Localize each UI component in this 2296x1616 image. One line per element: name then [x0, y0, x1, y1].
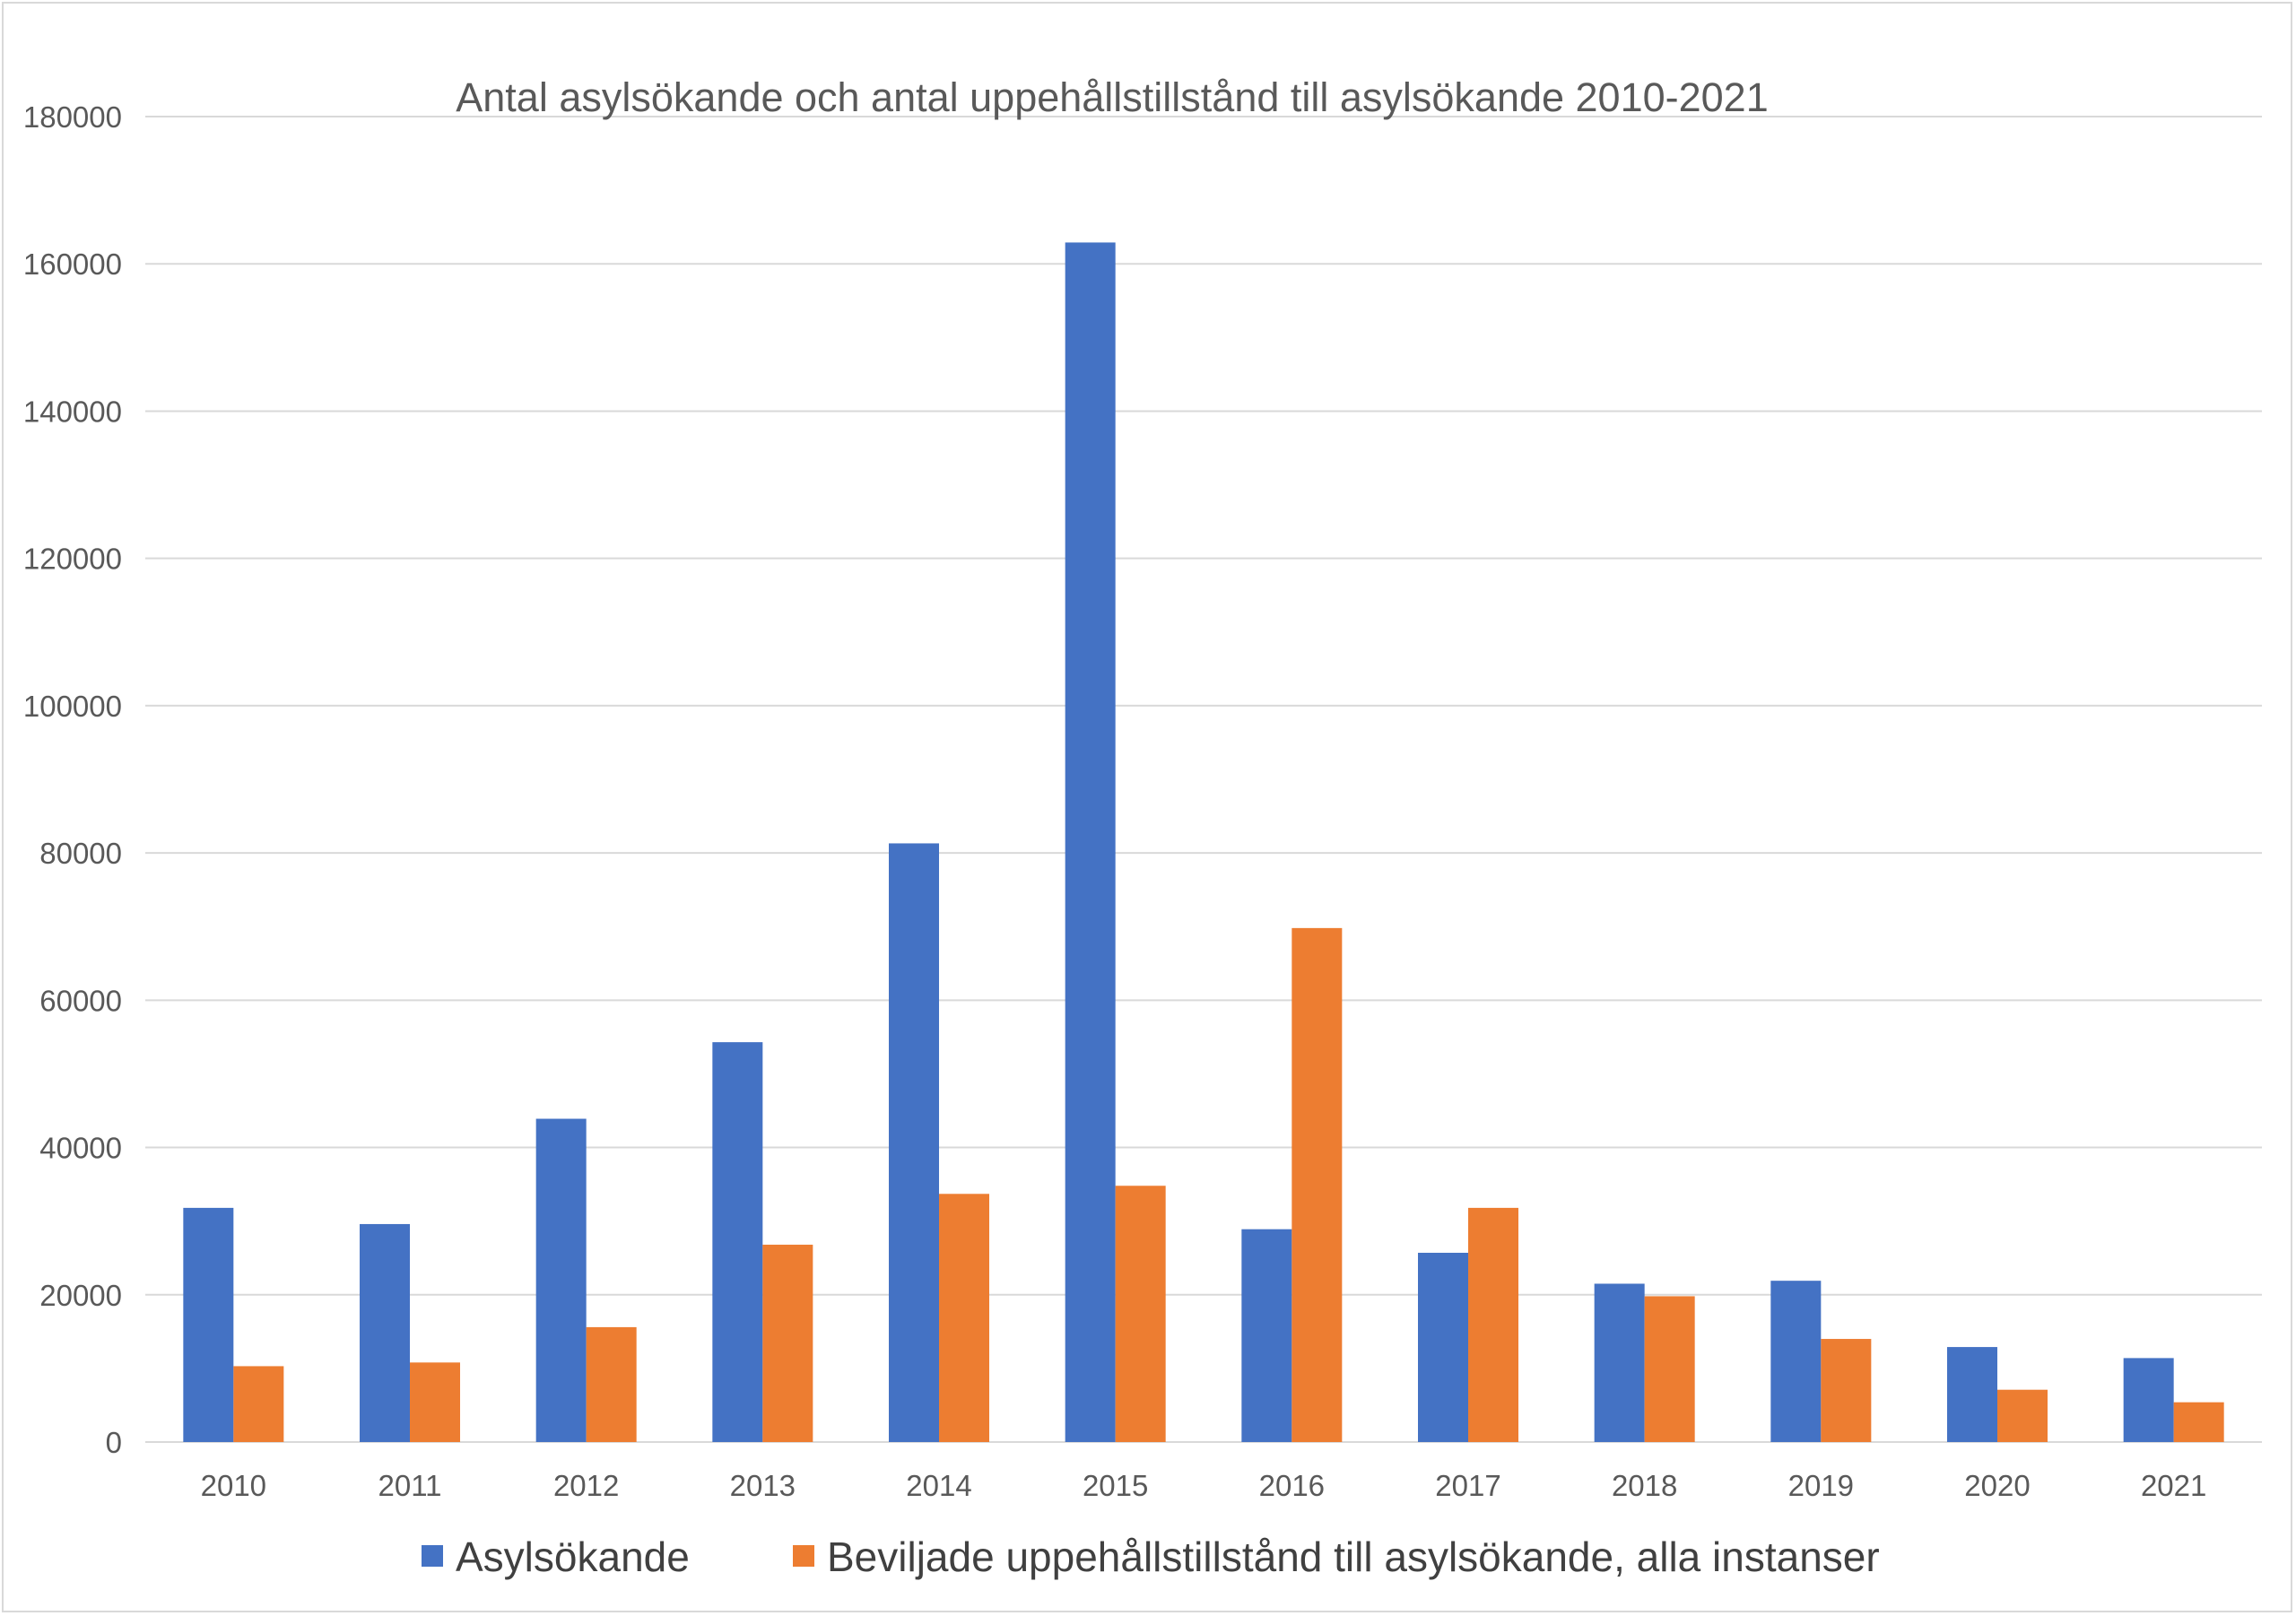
x-tick-label-2015: 2015: [1083, 1469, 1148, 1502]
bar-asylsokande-2013: [712, 1042, 763, 1442]
x-tick-label-2021: 2021: [2141, 1469, 2206, 1502]
bar-beviljade-2017: [1468, 1207, 1518, 1442]
bar-beviljade-2014: [939, 1194, 989, 1442]
y-tick-label-0: 0: [106, 1426, 122, 1459]
bar-beviljade-2016: [1292, 927, 1343, 1442]
y-tick-label-80000: 80000: [39, 837, 122, 870]
bar-asylsokande-2021: [2123, 1358, 2174, 1442]
x-tick-label-2011: 2011: [378, 1469, 442, 1502]
legend-swatch-asylsokande: [422, 1545, 443, 1567]
legend-label-asylsokande: Asylsökande: [456, 1533, 690, 1580]
legend-swatch-beviljade: [793, 1545, 814, 1567]
bar-beviljade-2015: [1115, 1186, 1166, 1442]
y-tick-label-140000: 140000: [23, 395, 122, 428]
y-tick-label-180000: 180000: [23, 100, 122, 134]
bar-beviljade-2011: [410, 1362, 460, 1442]
bar-asylsokande-2016: [1241, 1229, 1292, 1442]
y-tick-label-60000: 60000: [39, 984, 122, 1017]
x-axis-ticks: 2010 2011 2012 2013 2014 2015 2016 2017 2018 2019…: [201, 1469, 2207, 1502]
y-axis-ticks: 0 20000 40000 60000 80000 100000 120000 140000 1…: [23, 100, 122, 1459]
bar-beviljade-2020: [1997, 1389, 2048, 1442]
x-tick-label-2010: 2010: [201, 1469, 266, 1502]
x-tick-label-2019: 2019: [1788, 1469, 1854, 1502]
gridlines: [145, 116, 2262, 1443]
bar-beviljade-2013: [762, 1244, 813, 1442]
bar-beviljade-2019: [1821, 1339, 1872, 1442]
y-tick-label-120000: 120000: [23, 543, 122, 576]
y-tick-label-20000: 20000: [39, 1279, 122, 1312]
y-tick-label-40000: 40000: [39, 1132, 122, 1165]
x-tick-label-2020: 2020: [1964, 1469, 2030, 1502]
bar-asylsokande-2011: [360, 1223, 410, 1442]
bar-beviljade-2010: [233, 1366, 284, 1442]
y-tick-label-100000: 100000: [23, 690, 122, 723]
bar-asylsokande-2014: [889, 843, 939, 1442]
bar-asylsokande-2010: [183, 1207, 234, 1442]
bar-beviljade-2018: [1644, 1296, 1695, 1442]
x-tick-label-2013: 2013: [730, 1469, 796, 1502]
bar-beviljade-2021: [2173, 1402, 2224, 1442]
bars: [183, 242, 2224, 1442]
chart-title: Antal asylsökande och antal uppehållstil…: [456, 74, 1768, 120]
x-tick-label-2017: 2017: [1435, 1469, 1500, 1502]
bar-beviljade-2012: [586, 1326, 637, 1442]
bar-asylsokande-2020: [1947, 1347, 1997, 1442]
x-tick-label-2012: 2012: [553, 1469, 619, 1502]
bar-asylsokande-2017: [1418, 1252, 1468, 1442]
x-tick-label-2014: 2014: [906, 1469, 971, 1502]
bar-asylsokande-2012: [535, 1118, 587, 1442]
x-tick-label-2016: 2016: [1259, 1469, 1325, 1502]
bar-asylsokande-2015: [1065, 242, 1116, 1442]
x-tick-label-2018: 2018: [1612, 1469, 1677, 1502]
legend: Asylsökande Beviljade uppehållstillstånd…: [422, 1533, 1880, 1580]
bar-asylsokande-2018: [1594, 1283, 1645, 1442]
bar-asylsokande-2019: [1770, 1281, 1822, 1442]
legend-label-beviljade: Beviljade uppehållstillstånd till asylsö…: [827, 1533, 1880, 1580]
y-tick-label-160000: 160000: [23, 248, 122, 281]
